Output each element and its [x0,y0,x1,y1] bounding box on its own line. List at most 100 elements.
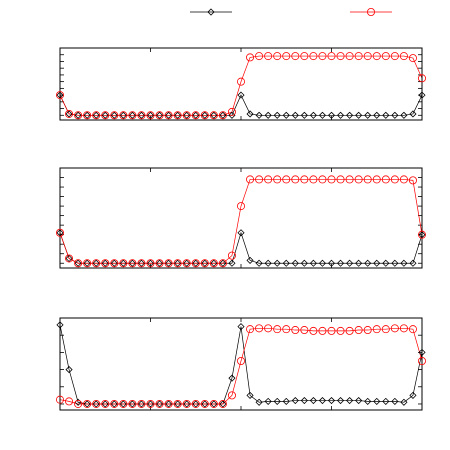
marker [372,52,381,61]
marker [417,356,426,365]
marker [336,111,345,119]
marker [101,111,110,120]
marker [291,52,300,61]
marker [327,326,336,335]
marker [336,396,345,405]
marker [155,111,164,120]
marker [282,175,291,184]
marker [382,111,390,119]
marker [200,259,209,268]
marker [390,175,399,184]
marker [318,396,327,405]
marker [74,399,83,408]
marker [200,399,209,408]
marker [56,91,65,100]
marker [336,52,345,61]
marker [56,91,64,99]
marker [255,398,263,406]
marker [236,202,245,211]
marker [83,111,91,119]
marker [83,259,91,267]
marker [318,52,327,61]
marker [209,111,218,120]
marker [128,111,137,120]
marker [119,259,127,267]
marker [65,254,74,263]
marker [146,111,155,120]
marker [165,111,173,119]
marker [246,325,255,334]
marker [282,52,291,61]
marker [227,391,236,400]
marker [209,259,218,268]
marker [74,111,83,120]
marker [110,259,119,268]
marker [92,111,101,120]
marker [309,52,318,61]
marker [255,324,264,333]
marker [291,259,299,267]
marker [155,400,164,408]
marker [218,399,227,408]
marker [300,396,308,405]
marker [381,325,390,334]
marker [119,400,127,408]
marker [74,111,82,119]
marker [309,175,318,184]
marker [92,111,100,119]
marker [155,399,164,408]
marker [128,111,136,119]
marker [209,399,218,408]
marker [191,111,200,120]
marker [354,326,363,335]
marker [309,259,317,267]
marker [318,111,327,119]
marker [246,53,255,62]
marker [165,400,173,408]
marker [373,259,381,267]
marker [390,52,399,61]
marker [128,399,137,408]
marker [237,229,245,237]
marker [399,324,408,333]
marker [183,400,191,408]
marker [191,259,200,268]
axes-frame [59,167,423,269]
marker [336,326,345,335]
marker [92,399,101,408]
marker [92,400,100,408]
marker [210,400,218,408]
marker [300,52,309,61]
marker [391,397,399,405]
marker [155,111,164,119]
marker [355,259,363,267]
marker [56,395,65,404]
marker [255,259,263,267]
marker [309,326,318,335]
marker [291,175,300,184]
marker [399,52,408,61]
marker [74,259,83,268]
marker [119,111,127,119]
marker [137,259,146,268]
marker [219,259,227,267]
marker [164,399,173,408]
marker [382,397,390,405]
marker [164,259,173,268]
marker [381,175,390,184]
marker [364,259,372,267]
marker [218,259,227,268]
panel [59,47,423,121]
marker [92,259,100,267]
marker [146,111,155,119]
marker [381,52,390,61]
marker [345,326,354,335]
marker [173,259,182,268]
marker [408,325,417,334]
marker [119,399,128,408]
marker [137,111,146,119]
marker [409,110,417,118]
marker [56,228,65,237]
marker [65,397,74,406]
